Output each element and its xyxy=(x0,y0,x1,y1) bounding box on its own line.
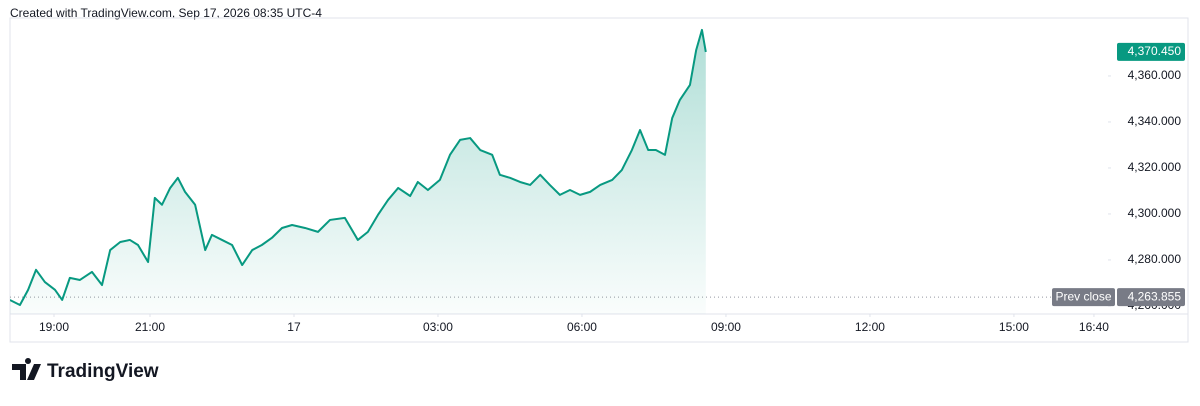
y-tick-label: 4,360.000 xyxy=(1128,68,1182,82)
prev-close-name-box xyxy=(1052,288,1115,307)
logo-mark xyxy=(12,358,41,380)
y-tick-label: 4,340.000 xyxy=(1128,114,1182,128)
last-price-box xyxy=(1117,42,1185,61)
y-tick-label: 4,300.000 xyxy=(1128,206,1182,220)
plot-area xyxy=(10,28,1108,314)
area-fill xyxy=(10,29,706,314)
y-tick-label: 4,320.000 xyxy=(1128,160,1182,174)
price-labels: 4,370.450 Prev close 4,263.855 xyxy=(1052,42,1185,307)
prev-close-value-box xyxy=(1117,288,1185,307)
y-tick-label: 4,280.000 xyxy=(1128,252,1182,266)
x-tick-label: 15:00 xyxy=(999,320,1029,334)
prev-close-name: Prev close xyxy=(1055,289,1111,303)
x-tick-label: 19:00 xyxy=(39,320,69,334)
brand-name: TradingView xyxy=(47,361,159,382)
header-text: Created with TradingView.com, Sep 17, 20… xyxy=(10,6,322,20)
x-tick-label: 06:00 xyxy=(567,320,597,334)
last-price-label: 4,370.450 xyxy=(1128,44,1182,58)
chart-frame xyxy=(9,17,1189,343)
x-tick-label: 16:40 xyxy=(1079,320,1109,334)
x-tick-label: 03:00 xyxy=(423,320,453,334)
x-tick-label: 12:00 xyxy=(855,320,885,334)
x-tick-label: 09:00 xyxy=(711,320,741,334)
price-line xyxy=(10,28,707,307)
prev-close-value: 4,263.855 xyxy=(1128,289,1182,303)
x-tick-label: 21:00 xyxy=(135,320,165,334)
brand-logo: TradingView xyxy=(12,358,159,382)
x-tick-label: 17 xyxy=(287,320,301,334)
